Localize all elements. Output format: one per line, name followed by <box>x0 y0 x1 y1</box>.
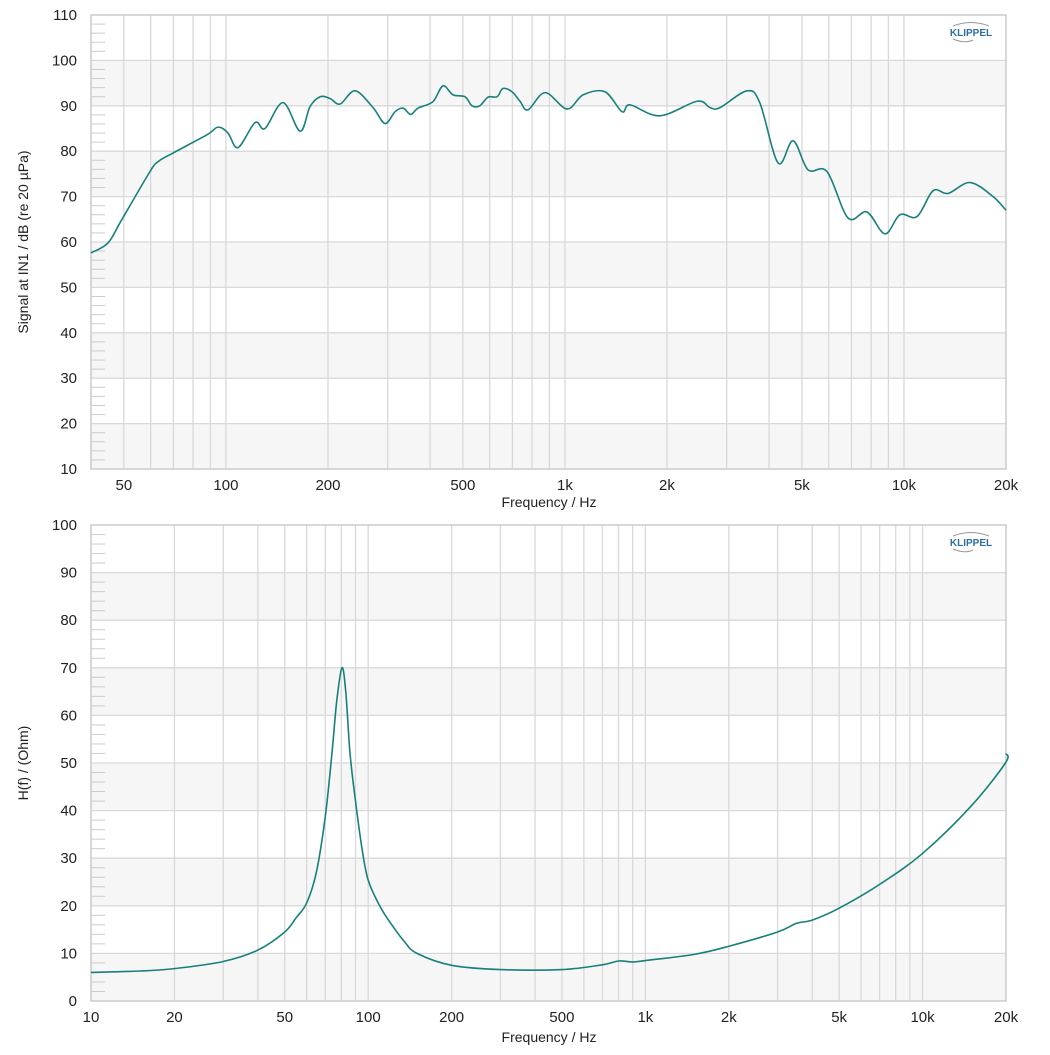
x-tick-label: 500 <box>549 1009 574 1026</box>
x-tick-label: 2k <box>721 1009 737 1026</box>
y-tick-label: 100 <box>52 517 77 534</box>
x-tick-label: 20k <box>994 1009 1019 1026</box>
y-axis-label: Signal at IN1 / dB (re 20 µPa) <box>15 150 31 333</box>
y-tick-label: 50 <box>60 755 77 772</box>
y-tick-label: 80 <box>60 143 77 160</box>
y-tick-label: 20 <box>60 416 77 433</box>
grid-band <box>91 667 1006 716</box>
data-curve <box>90 666 1009 974</box>
data-curve <box>90 85 1007 254</box>
x-tick-label: 2k <box>659 477 675 494</box>
grid-band <box>91 953 1006 1001</box>
logo-arc <box>952 548 974 553</box>
klippel-logo: KLIPPEL <box>950 532 992 553</box>
y-tick-label: 100 <box>52 52 77 69</box>
y-tick-label: 80 <box>60 612 77 629</box>
y-tick-label: 40 <box>60 325 77 342</box>
y-tick-label: 60 <box>60 234 77 251</box>
x-tick-label: 10k <box>892 477 917 494</box>
x-tick-label: 50 <box>276 1009 293 1026</box>
y-tick-label: 0 <box>69 993 77 1010</box>
y-tick-label: 90 <box>60 565 77 582</box>
x-tick-label: 50 <box>116 477 133 494</box>
x-tick-label: 100 <box>213 477 238 494</box>
y-tick-label: 40 <box>60 803 77 820</box>
y-tick-label: 90 <box>60 98 77 115</box>
klippel-logo: KLIPPEL <box>950 22 992 43</box>
logo-text: KLIPPEL <box>950 28 992 39</box>
x-tick-label: 200 <box>315 477 340 494</box>
x-tick-label: 20 <box>166 1009 183 1026</box>
y-tick-label: 50 <box>60 279 77 296</box>
x-axis-label: Frequency / Hz <box>502 1029 597 1045</box>
chart-1: 10 20 30 40 50 60 70 80 90 100 110 50 100 200 500 1k 2k 5… <box>15 7 1019 510</box>
logo-arc <box>952 38 974 43</box>
grid-band <box>91 423 1006 469</box>
plot-frame <box>90 14 1007 470</box>
y-tick-label: 30 <box>60 370 77 387</box>
y-tick-label: 60 <box>60 707 77 724</box>
grid-band <box>91 763 1006 811</box>
y-tick-label: 10 <box>60 945 77 962</box>
x-tick-label: 100 <box>356 1009 381 1026</box>
grid-band <box>91 151 1006 197</box>
x-tick-label: 1k <box>557 477 573 494</box>
y-tick-label: 10 <box>60 461 77 478</box>
logo-arc <box>952 532 990 537</box>
x-tick-label: 5k <box>831 1009 847 1026</box>
x-tick-label: 10k <box>910 1009 935 1026</box>
grid-band <box>91 858 1006 906</box>
logo-arc <box>952 22 990 27</box>
x-tick-label: 1k <box>637 1009 653 1026</box>
x-tick-label: 200 <box>439 1009 464 1026</box>
y-tick-label: 30 <box>60 850 77 867</box>
grid-band <box>91 572 1006 621</box>
grid-band <box>91 332 1006 379</box>
x-tick-label: 500 <box>450 477 475 494</box>
logo-text: KLIPPEL <box>950 538 992 549</box>
y-tick-label: 20 <box>60 898 77 915</box>
x-tick-label: 5k <box>794 477 810 494</box>
grid-band <box>91 242 1006 288</box>
x-tick-label: 10 <box>83 1009 100 1026</box>
y-axis-label: H(f) / (Ohm) <box>15 726 31 801</box>
chart-2: 0 10 20 30 40 50 60 70 80 90 100 10 20 50 100 200 500 1k 2… <box>15 517 1019 1045</box>
x-axis-label: Frequency / Hz <box>502 494 597 510</box>
x-tick-label: 20k <box>994 477 1019 494</box>
y-tick-label: 70 <box>60 189 77 206</box>
grid-band <box>91 60 1006 106</box>
y-tick-label: 70 <box>60 660 77 677</box>
y-tick-label: 110 <box>53 7 77 24</box>
